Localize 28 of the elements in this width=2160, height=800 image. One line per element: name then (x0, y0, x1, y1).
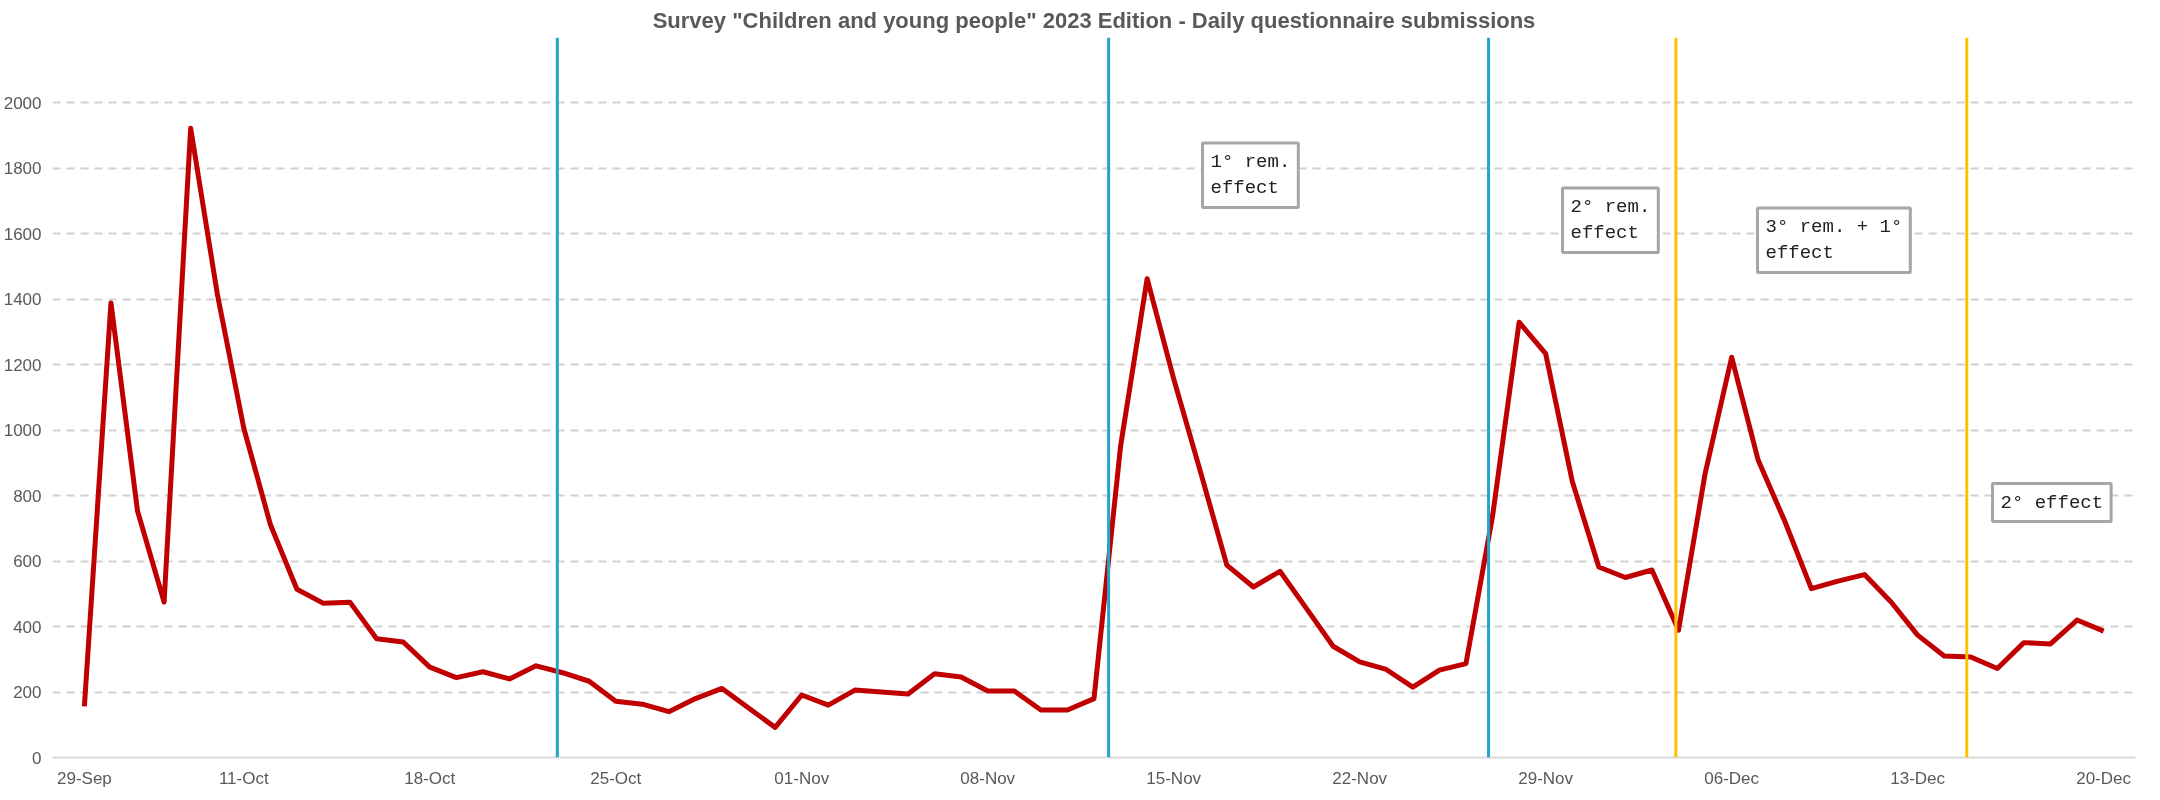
y-tick-label: 1000 (3, 421, 42, 441)
x-tick-label: 25-Oct (590, 768, 642, 788)
annotation: 2° effect (2000, 491, 2104, 514)
y-tick-label: 1200 (3, 355, 42, 375)
y-tick-label: 800 (13, 486, 42, 506)
annotation: 2° rem. effect (1570, 196, 1651, 245)
y-tick-label: 400 (13, 617, 42, 637)
x-tick-label: 18-Oct (404, 768, 456, 788)
y-tick-label: 0 (32, 748, 42, 768)
y-tick-label: 1800 (3, 159, 42, 179)
x-tick-label: 29-Sep (56, 768, 112, 788)
x-tick-label: 13-Dec (1890, 768, 1946, 788)
x-tick-label: 11-Oct (218, 768, 269, 788)
x-tick-label: 06-Dec (1704, 768, 1760, 788)
chart-title: Survey "Children and young people" 2023 Edition - Daily questionnaire submissions (652, 7, 1536, 33)
y-tick-label: 1400 (3, 290, 42, 310)
y-tick-label: 2000 (3, 93, 42, 113)
x-tick-label: 22-Nov (1332, 768, 1388, 788)
x-tick-label: 01-Nov (774, 768, 830, 788)
x-tick-label: 29-Nov (1518, 768, 1574, 788)
annotation: 3° rem. + 1° effect (1765, 216, 1903, 265)
x-tick-label: 20-Dec (2076, 768, 2132, 788)
x-tick-label: 08-Nov (960, 768, 1016, 788)
y-tick-label: 1600 (3, 224, 42, 244)
y-tick-label: 200 (13, 683, 42, 703)
annotation: 1° rem. effect (1210, 151, 1291, 200)
y-tick-label: 600 (13, 552, 42, 572)
x-tick-label: 15-Nov (1146, 768, 1202, 788)
